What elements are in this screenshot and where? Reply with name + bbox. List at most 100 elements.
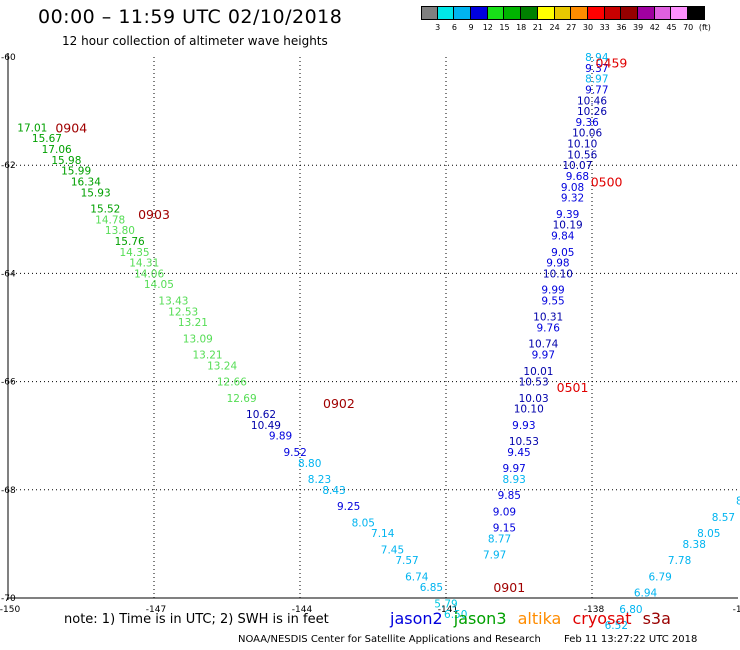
- wave-height-point: 7.57: [395, 555, 418, 567]
- wave-height-point: 9.76: [537, 323, 561, 335]
- wave-height-point: 10.53: [509, 436, 539, 448]
- time-labels: 0904 0903 0902 0901 0459 0500 0501: [55, 55, 627, 595]
- chart-title: 00:00 – 11:59 UTC 02/10/2018: [38, 6, 343, 28]
- scale-label: 24: [549, 23, 560, 32]
- wave-height-point: 10.19: [553, 220, 583, 232]
- wave-height-point: 9.89: [269, 431, 292, 443]
- legend-s3a: s3a: [642, 609, 671, 628]
- wave-height-point: 15.52: [90, 203, 120, 215]
- wave-height-point: 12.69: [227, 393, 257, 405]
- wave-height-point: 8.05: [352, 517, 375, 529]
- wave-height-point: 15.76: [115, 236, 145, 248]
- wave-height-point: 9.55: [541, 295, 564, 307]
- pass-time-label: 0500: [591, 174, 623, 189]
- wave-height-point: 10.74: [528, 339, 558, 351]
- wave-height-point: 9.39: [556, 209, 579, 221]
- scale-label: 36: [616, 23, 627, 32]
- wave-height-point: 13.21: [178, 317, 208, 329]
- scale-swatch: [471, 6, 488, 20]
- wave-height-point: 9.84: [551, 231, 575, 243]
- scale-swatch: [437, 6, 455, 20]
- legend-cryosat: cryosat: [572, 609, 632, 628]
- wave-height-point: 9.36: [575, 117, 599, 129]
- scale-label: 45: [666, 23, 677, 32]
- scale-label: 70: [683, 23, 694, 32]
- wave-height-point: 17.01: [17, 122, 47, 134]
- wave-height-point: 10.31: [533, 312, 563, 324]
- wave-height-point: 6.74: [405, 571, 429, 583]
- legend-jason3: jason3: [453, 609, 507, 628]
- wave-height-point: 8.97: [585, 74, 608, 86]
- wave-height-point: 7.97: [483, 550, 506, 562]
- units-note: note: 1) Time is in UTC; 2) SWH is in fe…: [64, 612, 329, 627]
- scale-label: 33: [599, 23, 610, 32]
- y-tick-label: -64: [1, 269, 16, 279]
- scale-swatch: [587, 6, 605, 20]
- wave-height-point: 10.53: [519, 377, 549, 389]
- scale-label: 18: [516, 23, 527, 32]
- scale-swatch: [621, 6, 638, 20]
- y-tick-label: -66: [1, 378, 16, 388]
- pass-time-label: 0459: [596, 55, 628, 70]
- scale-label: 39: [633, 23, 644, 32]
- wave-height-point: 12.53: [168, 306, 198, 318]
- wave-height-point: 10.03: [519, 393, 549, 405]
- wave-height-point: 9.45: [507, 447, 530, 459]
- wave-height-point: 9.85: [498, 490, 521, 502]
- wave-height-point: 10.46: [577, 95, 607, 107]
- wave-height-point: 13.43: [158, 295, 188, 307]
- wave-height-point: 10.10: [543, 268, 573, 280]
- wave-height-point: 9.99: [541, 285, 564, 297]
- wave-height-point: 9.09: [493, 506, 516, 518]
- y-tick-label: -62: [1, 161, 16, 171]
- color-scale-labels: 3 6 9 12 15 18 21 24 27 30 33 36 39 42 45 70 (ft): [421, 20, 711, 34]
- scale-label: 27: [566, 23, 577, 32]
- wave-height-point: 9.25: [337, 501, 360, 513]
- wave-height-point: 9.93: [512, 420, 535, 432]
- wave-height-point: 9.77: [585, 84, 608, 96]
- wave-height-point: 6.79: [648, 571, 671, 583]
- wave-height-point: 15.98: [51, 155, 81, 167]
- wave-height-point: 8.38: [683, 539, 706, 551]
- grid-lines: [8, 57, 738, 598]
- wave-height-point: 10.10: [567, 139, 597, 151]
- x-tick-label: -144: [292, 605, 313, 615]
- wave-height-point: 8.77: [488, 533, 511, 545]
- wave-height-point: 16.34: [71, 176, 101, 188]
- wave-height-point: 15.67: [32, 133, 62, 145]
- scale-swatch: [671, 6, 688, 20]
- scale-label: 3: [435, 23, 441, 32]
- y-tick-label: -68: [1, 486, 16, 496]
- wave-height-point: 7.78: [668, 555, 691, 567]
- pass-time-label: 0501: [557, 380, 589, 395]
- color-scale-swatches: [421, 6, 705, 20]
- wave-height-point: 10.10: [514, 404, 544, 416]
- scale-swatch: [554, 6, 572, 20]
- wave-height-point: 10.62: [246, 409, 276, 421]
- legend-jason2: jason2: [390, 609, 443, 628]
- wave-height-point: 10.49: [251, 420, 281, 432]
- wave-height-point: 6.80: [619, 604, 642, 616]
- wave-height-point: 6.52: [605, 620, 628, 632]
- wave-height-point: 9.97: [502, 463, 525, 475]
- wave-height-point: 9.32: [561, 193, 584, 205]
- y-tick-label: -60: [1, 53, 16, 63]
- wave-height-point: 9.15: [493, 523, 516, 535]
- wave-height-point: 8.70: [736, 496, 740, 508]
- footer: NOAA/NESDIS Center for Satellite Applica…: [238, 634, 697, 645]
- x-tick-label: -138: [584, 605, 605, 615]
- x-tick-label: -141: [438, 605, 458, 615]
- pass-time-label: 0901: [493, 580, 525, 595]
- chart-subtitle: 12 hour collection of altimeter wave hei…: [62, 34, 328, 48]
- wave-height-point: 14.31: [129, 258, 159, 270]
- wave-height-point: 14.78: [95, 214, 125, 226]
- scale-swatch: [537, 6, 555, 20]
- wave-height-point: 13.21: [193, 350, 223, 362]
- x-tick-label: -13: [733, 605, 740, 615]
- wave-height-point: 12.66: [217, 377, 247, 389]
- wave-height-point: 8.57: [712, 512, 735, 524]
- scale-swatch: [487, 6, 505, 20]
- wave-height-point: 8.94: [585, 52, 609, 64]
